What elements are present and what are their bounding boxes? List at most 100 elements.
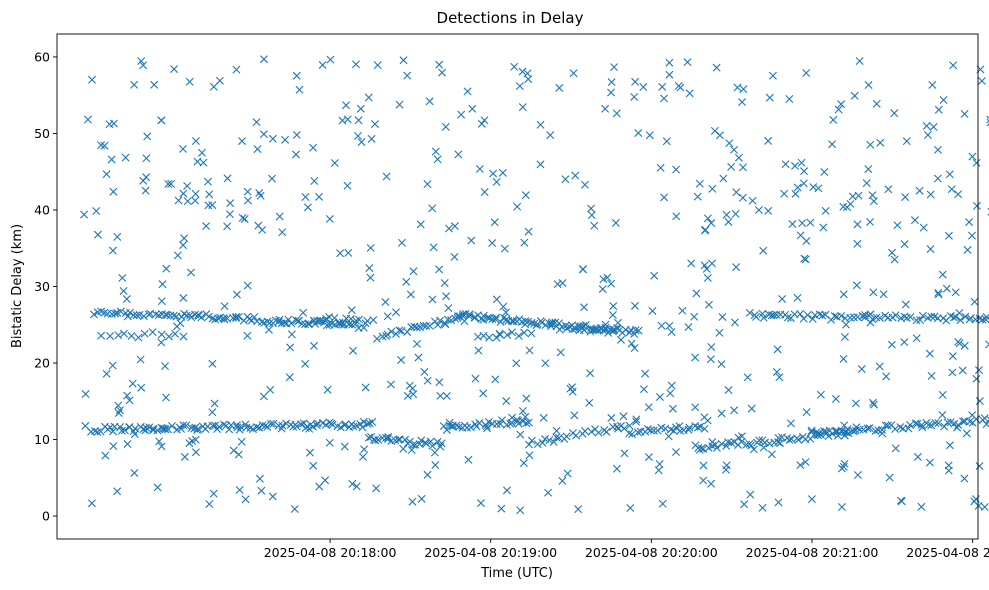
data-point [717,360,726,369]
data-point [537,318,546,327]
data-point [521,412,530,421]
data-point [492,177,501,186]
data-point [546,322,555,331]
data-point [161,362,169,371]
data-point [89,310,98,319]
data-point [295,85,304,94]
data-point [330,314,339,322]
data-point [553,280,562,289]
data-point [944,466,953,475]
data-point [530,319,539,328]
data-point [215,422,224,431]
data-point [857,365,866,374]
data-point [568,325,577,334]
data-point [634,129,643,138]
data-point [764,136,773,145]
data-point [759,443,768,452]
data-point [604,328,613,337]
data-point [882,372,891,381]
data-point [724,385,733,394]
data-point [853,220,862,229]
data-point [538,438,547,447]
data-point [378,332,387,341]
data-point [365,419,374,428]
data-point [301,359,310,368]
data-point [910,216,919,225]
data-point [704,300,713,309]
data-point [601,320,610,329]
data-point [299,419,308,428]
data-point [514,419,523,428]
data-point [355,315,364,324]
data-point [965,417,974,426]
data-point [109,119,118,128]
data-point [141,426,150,435]
data-point [625,328,634,337]
data-point [425,321,434,330]
data-point [866,310,875,319]
data-point [109,427,118,436]
data-point [951,288,960,297]
data-point [802,237,811,246]
data-point [818,311,827,320]
data-point [441,122,450,131]
data-point [693,192,702,201]
data-point [746,490,755,499]
data-point [368,418,377,426]
data-point [179,294,188,303]
data-point [891,444,900,453]
data-point [179,332,188,341]
data-point [797,158,806,167]
data-point [395,100,404,109]
data-point [171,329,180,338]
data-point [179,144,187,153]
data-point [428,204,437,213]
data-point [367,134,376,143]
data-point [655,460,664,468]
data-point [318,60,327,69]
data-point [463,87,472,96]
y-tick-label: 50 [34,126,50,141]
data-point [348,479,357,488]
data-point [477,119,486,128]
data-point [918,423,927,432]
data-point [587,427,596,436]
data-point [346,314,355,323]
data-point [101,451,110,460]
data-point [402,277,411,286]
data-point [924,420,933,429]
data-point [876,138,885,147]
data-point [545,436,554,445]
data-point [423,376,432,385]
data-point [590,221,599,230]
data-point [433,437,442,446]
data-point [954,337,963,346]
data-point [414,353,423,362]
data-point [115,406,124,415]
data-point [628,430,637,439]
data-point [177,424,185,433]
data-point [483,424,492,433]
data-point [422,322,431,330]
data-point [515,82,524,91]
data-point [326,55,335,64]
data-point [972,201,981,210]
data-point [855,425,864,434]
y-tick-label: 30 [34,279,50,294]
data-point [409,390,418,399]
data-point [710,126,719,135]
data-point [409,267,418,276]
data-point [256,191,265,200]
data-point [150,80,159,89]
data-point [191,137,200,146]
data-point [209,489,218,498]
data-point [321,476,330,485]
data-point [229,446,238,455]
data-point [552,433,561,442]
data-point [278,421,287,430]
data-point [768,71,777,80]
data-point [395,326,404,335]
data-point [648,306,657,315]
data-point [342,101,351,110]
data-point [633,428,642,437]
